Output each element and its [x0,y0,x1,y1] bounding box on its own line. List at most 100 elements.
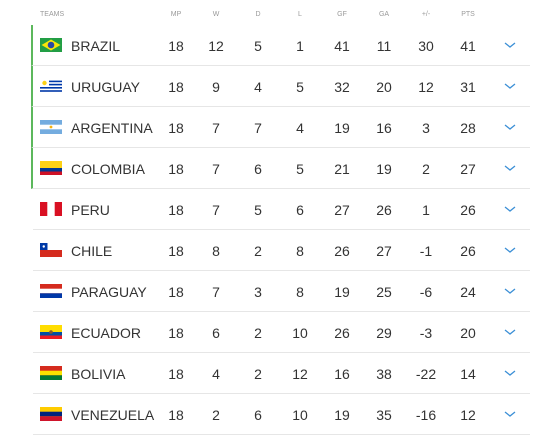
team-name: VENEZUELA [71,407,155,423]
stat-cell: 4 [212,366,220,382]
stat-cell: 20 [460,325,476,341]
icon-shape [40,83,62,86]
team-row: BRAZIL 18 12 5 1 41 11 30 41 [31,25,530,66]
icon-shape [49,125,53,129]
stat-cell: 27 [460,161,476,177]
stat-cell: 18 [168,407,184,423]
stat-cell: 7 [254,120,262,136]
column-header: W [212,11,220,18]
icon-shape [40,375,62,380]
stat-cell: 24 [460,284,476,300]
stat-cell: 19 [376,161,392,177]
icon-shape [40,87,62,89]
stat-cell: 18 [168,79,184,95]
team-row: URUGUAY 18 9 4 5 32 20 12 31 [31,66,530,107]
stat-cell: 6 [212,325,220,341]
team-flag [40,366,62,380]
team-row: VENEZUELA 18 2 6 10 19 35 -16 12 [33,394,530,435]
stat-cell: 18 [168,120,184,136]
expand-chevron[interactable] [504,41,516,49]
stat-cell: 7 [212,161,220,177]
stat-cell: 31 [460,79,476,95]
stat-cell: -22 [415,366,437,382]
column-header: +/- [421,11,431,18]
icon-shape [42,245,45,248]
icon-shape [40,168,62,172]
icon-shape [40,411,62,417]
team-flag [40,161,62,175]
stat-cell: 8 [212,243,220,259]
stat-cell: 4 [254,79,262,95]
stat-cell: 18 [168,284,184,300]
stat-cell: 10 [292,407,308,423]
team-name: COLOMBIA [71,161,145,177]
expand-chevron[interactable] [504,410,516,418]
column-header: Pts [461,11,475,18]
stat-cell: 27 [376,243,392,259]
icon-shape [49,330,53,334]
icon-shape [504,124,516,130]
expand-chevron[interactable] [504,369,516,377]
stat-cell: 27 [334,202,350,218]
stat-cell: 32 [334,79,350,95]
stat-cell: 3 [254,284,262,300]
expand-chevron[interactable] [504,123,516,131]
icon-shape [47,202,55,216]
icon-shape [40,90,62,92]
team-name: PERU [71,202,110,218]
stat-cell: 21 [334,161,350,177]
stat-cell: 26 [376,202,392,218]
icon-shape [40,416,62,421]
team-flag [40,407,62,421]
expand-chevron[interactable] [504,246,516,254]
stat-cell: 25 [376,284,392,300]
stat-cell: 19 [334,407,350,423]
stat-cell: 18 [168,161,184,177]
team-name: URUGUAY [71,79,140,95]
team-name: CHILE [71,243,113,259]
stat-cell: 11 [376,38,392,54]
team-name: PARAGUAY [71,284,147,300]
icon-shape [504,83,516,89]
team-flag [40,38,62,52]
team-flag [40,243,62,257]
stat-cell: 5 [296,79,304,95]
stat-cell: -1 [419,243,433,259]
stat-cell: 1 [296,38,304,54]
expand-chevron[interactable] [504,328,516,336]
stat-cell: 8 [296,243,304,259]
column-header: GF [337,11,347,18]
column-header: D [255,11,261,18]
stat-cell: 19 [334,120,350,136]
stat-cell: 6 [254,161,262,177]
stat-cell: 26 [334,243,350,259]
team-row: COLOMBIA 18 7 6 5 21 19 2 27 [31,148,530,189]
stat-cell: 26 [460,243,476,259]
stat-cell: -6 [419,284,433,300]
stat-cell: 16 [376,120,392,136]
icon-shape [40,171,62,175]
stat-cell: 12 [418,79,434,95]
team-flag [40,325,62,339]
expand-chevron[interactable] [504,164,516,172]
expand-chevron[interactable] [504,205,516,213]
icon-shape [40,250,62,257]
team-name: BRAZIL [71,38,121,54]
team-row: PERU 18 7 5 6 27 26 1 26 [33,189,530,230]
stat-cell: 9 [212,79,220,95]
column-header: L [298,11,302,18]
stat-cell: 3 [422,120,430,136]
expand-chevron[interactable] [504,82,516,90]
column-header: GA [378,11,390,18]
team-name: BOLIVIA [71,366,126,382]
expand-chevron[interactable] [504,287,516,295]
stat-cell: 18 [168,366,184,382]
column-header: TEAMS [40,11,65,18]
stat-cell: -16 [415,407,437,423]
icon-shape [47,41,55,49]
stat-cell: 8 [296,284,304,300]
icon-shape [504,329,516,335]
icon-shape [40,288,62,294]
stat-cell: 41 [460,38,476,54]
team-flag [40,202,62,216]
